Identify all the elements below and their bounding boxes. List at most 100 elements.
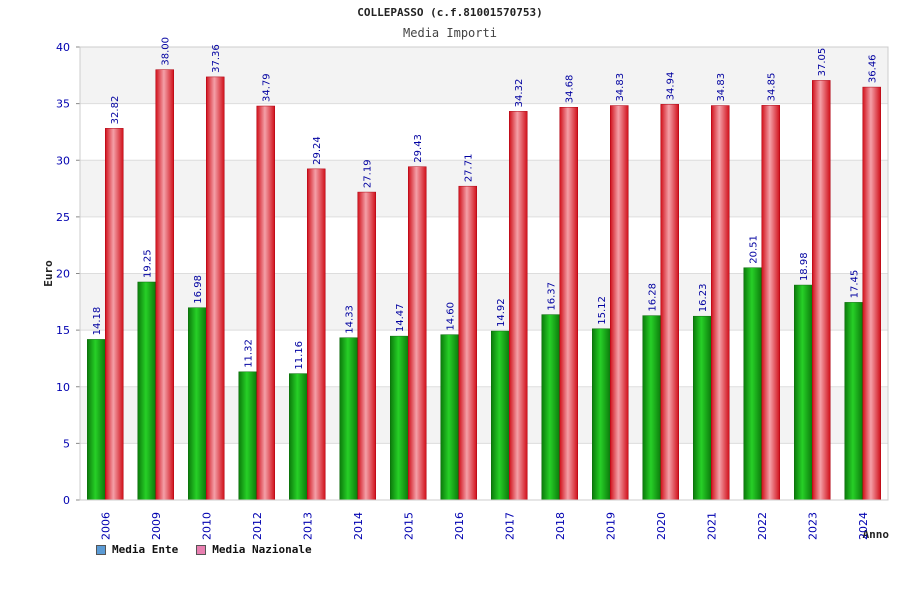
x-tick-label: 2024 — [857, 512, 870, 540]
y-axis-label: Euro — [42, 260, 55, 287]
legend-swatch-media-nazionale — [196, 544, 207, 555]
x-tick-label: 2018 — [554, 512, 567, 540]
data-label: 14.60 — [446, 302, 457, 331]
bar-media-nazionale — [155, 69, 174, 501]
x-tick-label: 2014 — [352, 512, 365, 540]
x-tick-label: 2013 — [301, 512, 314, 540]
bar-media-ente — [289, 373, 308, 501]
data-label: 34.94 — [666, 72, 677, 101]
data-label: 16.37 — [547, 282, 558, 311]
data-label: 34.79 — [262, 73, 273, 102]
bar-media-nazionale — [610, 105, 629, 501]
data-label: 34.32 — [514, 79, 525, 108]
legend-item-media-ente: Media Ente — [96, 543, 178, 556]
bar-media-nazionale — [357, 191, 376, 501]
data-label: 38.00 — [161, 37, 172, 66]
x-axis-label: Anno — [863, 528, 890, 541]
data-label: 16.28 — [648, 283, 659, 312]
y-tick-label: 10 — [56, 381, 70, 394]
data-label: 16.23 — [698, 284, 709, 313]
legend-swatch-media-ente — [96, 544, 106, 555]
y-tick-label: 20 — [56, 268, 70, 281]
data-label: 36.46 — [868, 54, 879, 83]
y-tick-label: 40 — [56, 41, 70, 54]
bar-media-nazionale — [206, 76, 225, 501]
bar-media-ente — [339, 337, 358, 501]
data-label: 34.85 — [767, 73, 778, 102]
x-tick-label: 2023 — [806, 512, 819, 540]
bar-media-ente — [491, 330, 510, 501]
data-label: 14.92 — [496, 298, 507, 327]
data-label: 11.16 — [294, 341, 305, 370]
x-tick-label: 2017 — [503, 512, 516, 540]
y-tick-label: 35 — [56, 98, 70, 111]
bar-media-ente — [440, 334, 459, 501]
bar-media-ente — [693, 315, 712, 501]
bar-media-ente — [390, 335, 409, 501]
data-label: 27.19 — [363, 159, 374, 188]
chart-title: COLLEPASSO (c.f.81001570753) — [357, 6, 543, 19]
bar-media-nazionale — [660, 104, 679, 501]
data-label: 34.83 — [716, 73, 727, 102]
data-label: 11.32 — [244, 339, 255, 368]
data-label: 14.47 — [395, 303, 406, 332]
chart-subtitle: Media Importi — [403, 26, 497, 40]
legend-label-media-nazionale: Media Nazionale — [212, 543, 312, 556]
data-label: 29.43 — [413, 134, 424, 163]
bar-media-ente — [642, 315, 661, 501]
x-tick-label: 2021 — [705, 512, 718, 540]
y-tick-label: 15 — [56, 324, 70, 337]
legend-item-media-nazionale: Media Nazionale — [196, 543, 312, 556]
bar-media-nazionale — [105, 128, 124, 501]
bar-media-nazionale — [559, 106, 578, 501]
data-label: 34.83 — [615, 73, 626, 102]
x-tick-label: 2019 — [604, 512, 617, 540]
bar-media-nazionale — [458, 185, 477, 501]
x-tick-label: 2006 — [99, 512, 112, 540]
x-tick-label: 2020 — [655, 512, 668, 540]
legend: Media Ente Media Nazionale — [96, 543, 312, 556]
bar-media-nazionale — [761, 105, 780, 501]
data-label: 29.24 — [312, 136, 323, 165]
x-tick-label: 2009 — [150, 512, 163, 540]
y-tick-label: 25 — [56, 211, 70, 224]
bar-media-ente — [87, 339, 106, 501]
x-tick-label: 2016 — [453, 512, 466, 540]
data-label: 15.12 — [597, 296, 608, 325]
bar-media-nazionale — [509, 111, 528, 501]
x-tick-label: 2010 — [200, 512, 213, 540]
bar-media-ente — [188, 307, 207, 501]
bar-media-nazionale — [408, 166, 427, 501]
data-label: 27.71 — [464, 154, 475, 183]
data-label: 32.82 — [110, 96, 121, 125]
data-label: 14.18 — [92, 307, 103, 336]
x-tick-label: 2015 — [402, 512, 415, 540]
bar-media-ente — [592, 328, 611, 501]
data-label: 34.68 — [565, 75, 576, 104]
bar-media-nazionale — [711, 105, 730, 501]
x-tick-label: 2012 — [251, 512, 264, 540]
plot-frame — [79, 46, 889, 501]
bar-media-nazionale — [256, 105, 275, 501]
data-label: 37.05 — [817, 48, 828, 77]
bar-media-ente — [794, 284, 813, 501]
bar-media-ente — [743, 267, 762, 501]
bar-media-ente — [238, 371, 257, 501]
legend-label-media-ente: Media Ente — [112, 543, 179, 556]
data-label: 37.36 — [211, 44, 222, 73]
data-label: 16.98 — [193, 275, 204, 304]
y-tick-label: 30 — [56, 154, 70, 167]
data-label: 14.33 — [345, 305, 356, 334]
bar-media-ente — [137, 281, 156, 501]
data-label: 20.51 — [749, 235, 760, 264]
x-tick-label: 2022 — [756, 512, 769, 540]
y-tick-label: 0 — [63, 494, 70, 507]
data-label: 17.45 — [850, 270, 861, 299]
bar-media-nazionale — [307, 168, 326, 501]
data-label: 19.25 — [143, 249, 154, 278]
bar-media-ente — [541, 314, 560, 501]
bar-media-nazionale — [812, 80, 831, 501]
bar-media-nazionale — [862, 86, 881, 501]
bar-media-ente — [844, 302, 863, 501]
